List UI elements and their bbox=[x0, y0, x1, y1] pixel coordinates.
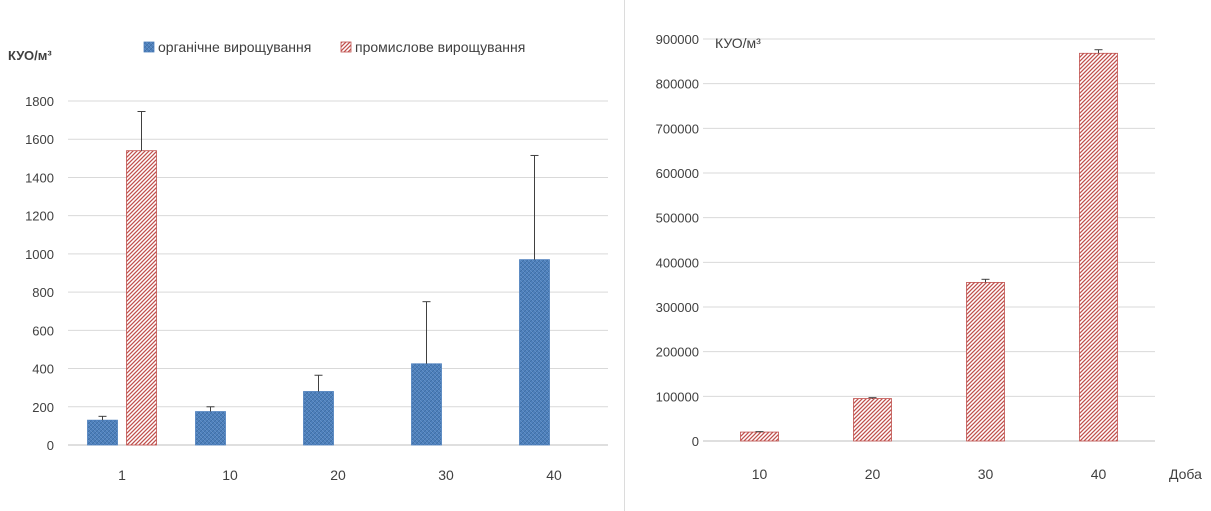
y-tick-label: 600000 bbox=[656, 166, 699, 181]
y-tick-label: 0 bbox=[692, 434, 699, 449]
left-bar-chart: 0 200 400 600 800 1000 1200 1400 1600 1800 1 10 20 30… bbox=[8, 39, 608, 483]
y-tick-label: 200000 bbox=[656, 345, 699, 360]
left-chart-panel: 0 200 400 600 800 1000 1200 1400 1600 1800 1 10 20 30… bbox=[8, 39, 608, 483]
x-tick-label: 1 bbox=[118, 467, 126, 483]
x-tick-label: 10 bbox=[752, 466, 768, 482]
y-tick-label: 300000 bbox=[656, 300, 699, 315]
legend-swatch-industrial bbox=[340, 41, 352, 53]
y-tick-label: 100000 bbox=[656, 389, 699, 404]
y-tick-label: 1800 bbox=[25, 94, 54, 109]
y-tick-label: 1200 bbox=[25, 209, 54, 224]
legend-swatch-organic bbox=[143, 41, 155, 53]
bar bbox=[195, 411, 226, 446]
x-tick-label: 40 bbox=[546, 467, 562, 483]
y-tick-label: 0 bbox=[47, 438, 54, 453]
x-tick-label: 10 bbox=[222, 467, 238, 483]
x-tick-label: 40 bbox=[1091, 466, 1107, 482]
y-axis-label: КУО/м³ bbox=[715, 35, 761, 51]
bar bbox=[853, 398, 892, 442]
x-tick-label: 30 bbox=[438, 467, 454, 483]
bar bbox=[126, 150, 157, 446]
y-tick-label: 1000 bbox=[25, 247, 54, 262]
bar bbox=[87, 419, 118, 446]
x-tick-label: 30 bbox=[978, 466, 994, 482]
y-tick-label: 800000 bbox=[656, 77, 699, 92]
y-axis-label: КУО/м³ bbox=[8, 48, 52, 63]
bar bbox=[966, 282, 1005, 442]
y-tick-label: 1600 bbox=[25, 132, 54, 147]
right-chart-panel: 0 100000 200000 300000 400000 500000 600000 700… bbox=[624, 0, 1211, 511]
bar bbox=[519, 259, 550, 446]
right-bar-chart: 0 100000 200000 300000 400000 500000 600000 700… bbox=[656, 32, 1203, 482]
x-tick-label: 20 bbox=[330, 467, 346, 483]
y-tick-label: 500000 bbox=[656, 211, 699, 226]
bar bbox=[1079, 52, 1118, 442]
y-tick-label: 400000 bbox=[656, 255, 699, 270]
x-tick-label: 20 bbox=[865, 466, 881, 482]
y-tick-label: 1400 bbox=[25, 170, 54, 185]
y-tick-label: 400 bbox=[32, 362, 54, 377]
legend-label-industrial: промислове вирощування bbox=[355, 39, 525, 55]
y-tick-label: 800 bbox=[32, 285, 54, 300]
y-tick-label: 200 bbox=[32, 400, 54, 415]
y-tick-label: 900000 bbox=[656, 32, 699, 47]
bar bbox=[740, 431, 779, 442]
bar bbox=[303, 391, 334, 446]
x-axis-label: Доба bbox=[1169, 466, 1202, 482]
bar bbox=[411, 363, 442, 446]
legend-label-organic: органічне вирощування bbox=[158, 39, 311, 55]
y-tick-label: 600 bbox=[32, 323, 54, 338]
y-tick-label: 700000 bbox=[656, 121, 699, 136]
